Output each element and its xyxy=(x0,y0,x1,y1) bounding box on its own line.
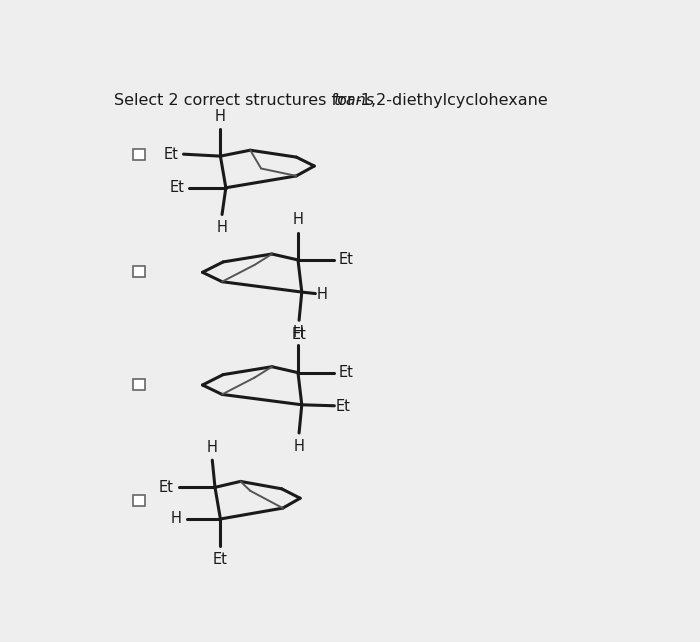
FancyBboxPatch shape xyxy=(133,266,145,277)
Text: Et: Et xyxy=(213,551,228,567)
Text: H: H xyxy=(293,212,303,227)
FancyBboxPatch shape xyxy=(133,495,145,506)
Text: Et: Et xyxy=(169,180,185,195)
Text: H: H xyxy=(171,512,181,526)
Text: trans: trans xyxy=(334,93,375,108)
Text: Et: Et xyxy=(338,252,353,268)
Text: Et: Et xyxy=(158,480,173,495)
Text: Et: Et xyxy=(336,399,351,414)
Text: H: H xyxy=(215,108,226,123)
Text: H: H xyxy=(206,440,218,455)
Text: Et: Et xyxy=(164,146,178,162)
FancyBboxPatch shape xyxy=(133,379,145,390)
Text: Et: Et xyxy=(292,327,307,342)
Text: Select 2 correct structures for: Select 2 correct structures for xyxy=(113,93,358,108)
Text: -1,2-diethylcyclohexane: -1,2-diethylcyclohexane xyxy=(356,93,548,108)
Text: Et: Et xyxy=(338,365,353,380)
Text: H: H xyxy=(293,325,303,340)
FancyBboxPatch shape xyxy=(133,149,145,160)
Text: H: H xyxy=(293,439,304,455)
Text: H: H xyxy=(316,287,328,302)
Text: H: H xyxy=(216,220,228,235)
